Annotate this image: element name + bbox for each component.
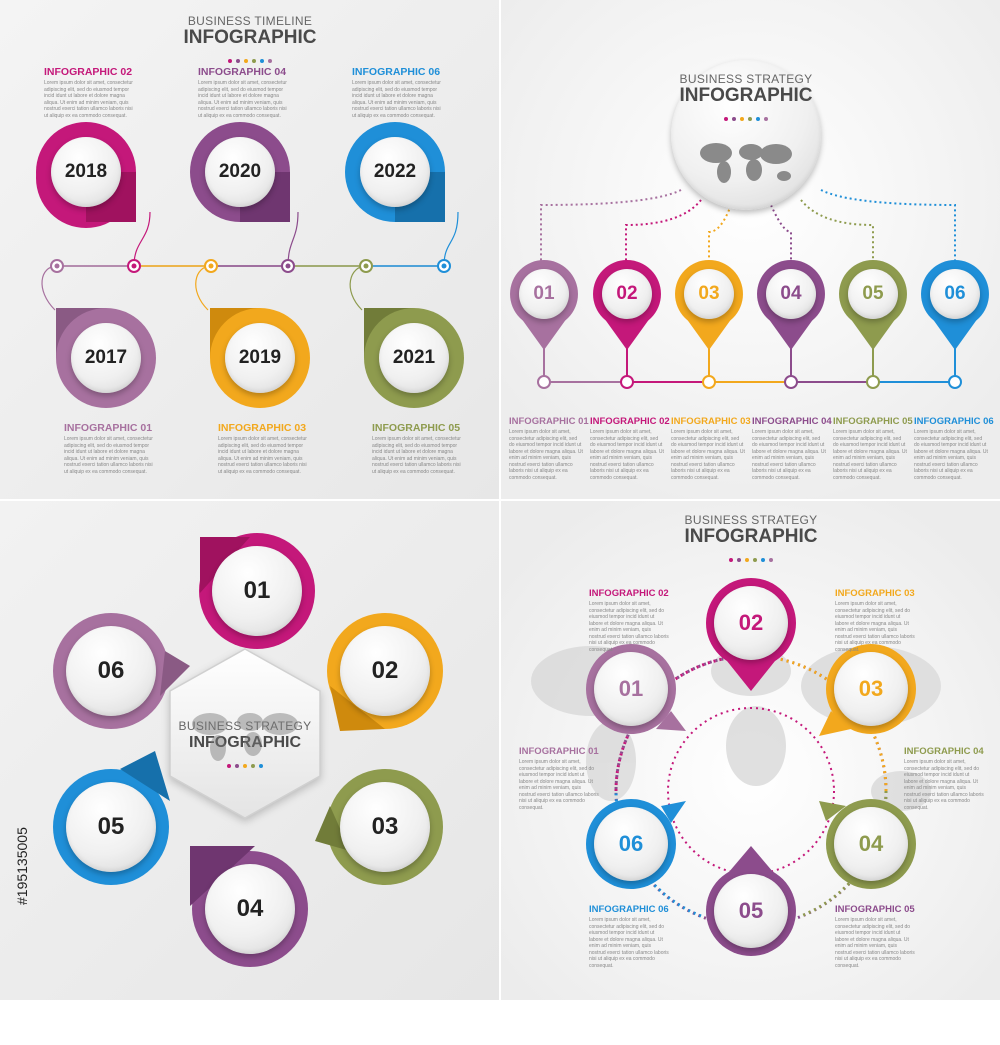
q2-step-06: 06: [930, 269, 980, 319]
timeline-infographic-panel: BUSINESS TIMELINE INFOGRAPHIC: [0, 0, 499, 499]
q2-header-title: INFOGRAPHIC: [679, 85, 813, 106]
q2-label-03: INFOGRAPHIC 03: [671, 416, 751, 427]
timeline-nodes: [50, 259, 451, 273]
q2-body-05: Lorem ipsum dolor sit amet, consectetur …: [833, 429, 907, 481]
q2-step-04: 04: [766, 269, 816, 319]
q2-step-03: 03: [684, 269, 734, 319]
year-disc-2020: 2020: [205, 137, 275, 207]
q4-label-04: INFOGRAPHIC 04: [904, 746, 984, 757]
q1-label-02: INFOGRAPHIC 02: [44, 66, 133, 78]
q1-color-dots: [170, 50, 330, 68]
q3-world-map-icon: [192, 713, 298, 761]
q1-body-05: Lorem ipsum dolor sit amet, consectetur …: [372, 436, 461, 475]
hexagon-cycle-infographic-panel: BUSINESS STRATEGY INFOGRAPHIC 01 02 03 0…: [0, 501, 499, 1000]
q3-step-04: 04: [205, 864, 295, 954]
q4-color-dots: [666, 549, 836, 567]
world-map-icon: [700, 143, 792, 183]
q4-step-05: 05: [714, 874, 788, 948]
q1-body-02: Lorem ipsum dolor sit amet, consectetur …: [44, 80, 133, 119]
q1-label-04: INFOGRAPHIC 04: [198, 66, 287, 78]
q4-body-05: Lorem ipsum dolor sit amet, consectetur …: [835, 917, 915, 969]
q3-color-dots: [175, 755, 315, 773]
year-disc-2017: 2017: [71, 323, 141, 393]
q3-step-06: 06: [66, 626, 156, 716]
q2-body-03: Lorem ipsum dolor sit amet, consectetur …: [671, 429, 745, 481]
q4-step-04: 04: [834, 807, 908, 881]
q2-body-01: Lorem ipsum dolor sit amet, consectetur …: [509, 429, 583, 481]
q2-label-04: INFOGRAPHIC 04: [752, 416, 832, 427]
q2-label-06: INFOGRAPHIC 06: [914, 416, 994, 427]
q4-header-title: INFOGRAPHIC: [684, 526, 818, 547]
q4-label-01: INFOGRAPHIC 01: [519, 746, 599, 757]
q2-header-subtitle: BUSINESS STRATEGY: [679, 72, 813, 86]
q2-color-dots: [671, 108, 821, 126]
q3-header: BUSINESS STRATEGY INFOGRAPHIC: [175, 719, 315, 773]
q2-label-01: INFOGRAPHIC 01: [509, 416, 589, 427]
q2-body-06: Lorem ipsum dolor sit amet, consectetur …: [914, 429, 988, 481]
q4-step-03: 03: [834, 652, 908, 726]
q4-step-06: 06: [594, 807, 668, 881]
q3-step-05: 05: [66, 782, 156, 872]
q1-header-title: INFOGRAPHIC: [183, 27, 317, 48]
q2-label-05: INFOGRAPHIC 05: [833, 416, 913, 427]
q4-label-02: INFOGRAPHIC 02: [589, 588, 669, 599]
q3-step-02: 02: [340, 626, 430, 716]
q4-label-06: INFOGRAPHIC 06: [589, 904, 669, 915]
stock-id-text: #195135005: [14, 827, 30, 905]
q3-header-title: INFOGRAPHIC: [175, 733, 315, 753]
q2-drop-pins: [510, 260, 989, 389]
q4-body-03: Lorem ipsum dolor sit amet, consectetur …: [835, 601, 915, 653]
q1-label-03: INFOGRAPHIC 03: [218, 422, 307, 434]
q1-body-01: Lorem ipsum dolor sit amet, consectetur …: [64, 436, 153, 475]
q2-body-04: Lorem ipsum dolor sit amet, consectetur …: [752, 429, 826, 481]
q1-body-04: Lorem ipsum dolor sit amet, consectetur …: [198, 80, 287, 119]
q4-header: BUSINESS STRATEGY INFOGRAPHIC: [666, 513, 836, 567]
q4-label-05: INFOGRAPHIC 05: [835, 904, 915, 915]
q1-body-03: Lorem ipsum dolor sit amet, consectetur …: [218, 436, 307, 475]
q1-label-06: INFOGRAPHIC 06: [352, 66, 441, 78]
year-disc-2021: 2021: [379, 323, 449, 393]
year-disc-2022: 2022: [360, 137, 430, 207]
q4-label-03: INFOGRAPHIC 03: [835, 588, 915, 599]
q3-header-subtitle: BUSINESS STRATEGY: [175, 719, 315, 733]
stock-id-watermark: #195135005: [14, 827, 34, 1045]
strategy-tree-infographic-panel: BUSINESS STRATEGY INFOGRAPHIC 01 02 03 0…: [501, 0, 1000, 499]
q1-body-06: Lorem ipsum dolor sit amet, consectetur …: [352, 80, 441, 119]
q2-step-05: 05: [848, 269, 898, 319]
q1-label-01: INFOGRAPHIC 01: [64, 422, 153, 434]
q3-step-01: 01: [212, 546, 302, 636]
year-disc-2019: 2019: [225, 323, 295, 393]
horizontal-divider: [0, 499, 1000, 501]
q2-step-02: 02: [602, 269, 652, 319]
q1-header-subtitle: BUSINESS TIMELINE: [187, 14, 313, 28]
q4-body-02: Lorem ipsum dolor sit amet, consectetur …: [589, 601, 669, 653]
q4-body-06: Lorem ipsum dolor sit amet, consectetur …: [589, 917, 669, 969]
q4-header-subtitle: BUSINESS STRATEGY: [684, 513, 818, 527]
q2-step-01: 01: [519, 269, 569, 319]
q2-body-02: Lorem ipsum dolor sit amet, consectetur …: [590, 429, 664, 481]
q1-label-05: INFOGRAPHIC 05: [372, 422, 461, 434]
q2-label-02: INFOGRAPHIC 02: [590, 416, 670, 427]
q3-step-03: 03: [340, 782, 430, 872]
q4-body-01: Lorem ipsum dolor sit amet, consectetur …: [519, 759, 599, 811]
q2-hub-circle: [671, 60, 821, 210]
year-disc-2018: 2018: [51, 137, 121, 207]
q4-step-01: 01: [594, 652, 668, 726]
q1-header: BUSINESS TIMELINE INFOGRAPHIC: [170, 14, 330, 68]
q4-body-04: Lorem ipsum dolor sit amet, consectetur …: [904, 759, 984, 811]
circular-cycle-infographic-panel: BUSINESS STRATEGY INFOGRAPHIC: [501, 501, 1000, 1000]
q2-header: BUSINESS STRATEGY INFOGRAPHIC: [671, 72, 821, 126]
q4-step-02: 02: [714, 586, 788, 660]
